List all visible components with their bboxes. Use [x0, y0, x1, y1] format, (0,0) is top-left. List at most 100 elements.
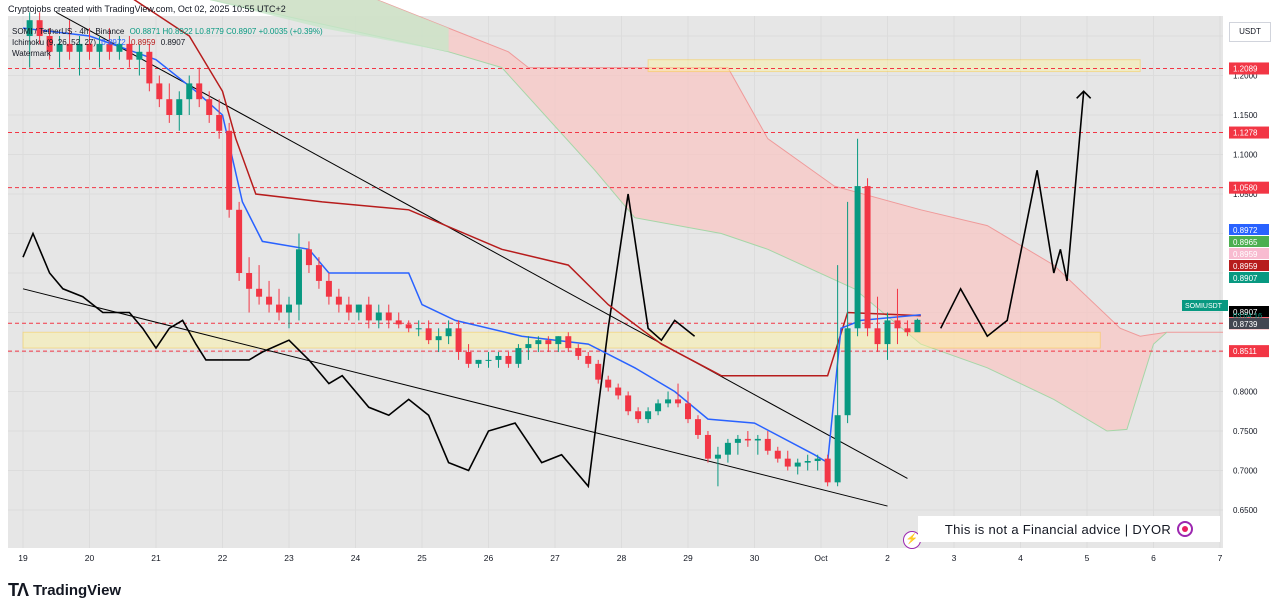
- candle-body: [864, 186, 871, 329]
- indicator-price-label: 0.8959: [1233, 262, 1258, 271]
- symbol-legend: SOMI / TetherUS · 4h · Binance O0.8871 H…: [12, 27, 326, 36]
- time-tick-label: 26: [484, 553, 494, 563]
- candle-body: [685, 403, 691, 420]
- candle-body: [754, 438, 761, 441]
- watermark-legend: Watermark: [12, 49, 51, 58]
- price-axis: 0.6500 0.7000 0.7500 0.8000 1.0500 1.1000 1.15…: [1182, 16, 1280, 548]
- candle-body: [325, 280, 332, 297]
- candle-body: [435, 336, 442, 341]
- candle-body: [455, 328, 462, 352]
- candle-body: [625, 395, 632, 412]
- level-price-tag: [1229, 181, 1269, 194]
- candle-body: [256, 288, 263, 297]
- level-price-tag: [1229, 126, 1269, 139]
- candle-body: [116, 43, 123, 52]
- indicator-price-tag: [1229, 248, 1269, 259]
- cloud-span-a: [376, 0, 1234, 337]
- candle-body: [874, 328, 881, 345]
- ticker-tag: [1182, 300, 1228, 311]
- candle-body: [734, 438, 741, 443]
- candle-body: [655, 403, 662, 412]
- time-tick-label: 4: [1018, 553, 1023, 563]
- projection-path: [939, 90, 1092, 338]
- indicator-price-label: 0.8907: [1233, 274, 1258, 283]
- candle-body: [665, 399, 672, 404]
- candle-body: [36, 20, 43, 36]
- time-tick-label: 29: [683, 553, 693, 563]
- tradingview-logo[interactable]: ТΛ TradingView: [8, 580, 121, 601]
- candles: [26, 12, 921, 487]
- candle-body: [106, 43, 113, 52]
- candle-body: [535, 340, 542, 345]
- candle-body: [675, 399, 682, 404]
- candle-body: [305, 249, 312, 266]
- lagging-span-line: [22, 193, 696, 489]
- price-tick-label: 1.1500: [1233, 111, 1258, 120]
- candle-body: [884, 320, 891, 345]
- indicator-price-tag: [1229, 272, 1269, 283]
- indicator-price-label: 0.8965: [1233, 238, 1258, 247]
- candle-body: [525, 344, 532, 349]
- time-tick-label: 5: [1085, 553, 1090, 563]
- candle-body: [246, 273, 253, 289]
- candle-body: [605, 379, 612, 388]
- indicator-price-tag: [1229, 224, 1269, 235]
- indicator-price-label: 0.8972: [1233, 226, 1258, 235]
- candle-body: [445, 328, 452, 337]
- projection-line: [939, 91, 1085, 338]
- candle-body: [694, 419, 701, 435]
- ichimoku-lines: [22, 0, 921, 489]
- symbol-line: SOMI / TetherUS · 4h · Binance: [12, 27, 125, 36]
- candle-body: [355, 304, 362, 313]
- time-axis-bg: [0, 548, 1280, 570]
- candle-body: [555, 336, 562, 345]
- candle-body: [854, 186, 861, 329]
- disclaimer-text: This is not a Financial advice | DYOR: [944, 521, 1172, 537]
- candle-body: [724, 442, 731, 455]
- candle-body: [176, 99, 183, 115]
- candle-body: [345, 304, 352, 313]
- ichimoku-legend: Ichimoku (9, 26, 52, 27) 0.8972 0.8959 0…: [12, 38, 188, 47]
- candle-body: [744, 438, 751, 441]
- indicator-price-label: 0.8739: [1233, 320, 1258, 329]
- candle-body: [206, 99, 213, 115]
- indicator-price-tag: [1229, 306, 1269, 317]
- level-price-tag: [1229, 345, 1269, 358]
- brand-name: TradingView: [33, 582, 122, 599]
- candle-body: [635, 411, 642, 420]
- candle-body: [395, 320, 402, 325]
- candle-body: [156, 83, 163, 100]
- candle-body: [196, 83, 203, 100]
- candle-body: [545, 340, 552, 345]
- candle-body: [266, 296, 273, 305]
- candle-body: [315, 265, 322, 281]
- level-price-label: 1.0580: [1233, 184, 1258, 193]
- price-tick-label: 1.0500: [1233, 190, 1258, 199]
- candle-body: [415, 328, 422, 330]
- candle-body: [904, 328, 911, 333]
- candle-body: [714, 454, 721, 459]
- target-icon: [1177, 521, 1194, 537]
- candle-body: [365, 304, 372, 321]
- ticker-label: SOMIUSDT: [1185, 303, 1223, 310]
- time-tick-label: 2: [885, 553, 890, 563]
- candle-body: [375, 312, 382, 321]
- candle-body: [425, 328, 432, 341]
- indicator-price-tag: [1229, 236, 1269, 247]
- candle-body: [804, 461, 811, 463]
- currency-selector[interactable]: USDT: [1229, 22, 1271, 42]
- candle-body: [914, 319, 921, 333]
- cloud-span-b: [209, 0, 1168, 432]
- support-zone: [647, 59, 1141, 73]
- indicator-price-tag: [1229, 318, 1269, 329]
- time-tick-label: 20: [85, 553, 95, 563]
- indicator-price-tag: [1229, 260, 1269, 271]
- candle-body: [704, 434, 711, 459]
- candle-body: [774, 450, 781, 459]
- time-tick-label: Oct: [814, 553, 828, 563]
- disclaimer-banner: This is not a Financial advice | DYOR: [918, 516, 1220, 542]
- candle-body: [126, 43, 133, 60]
- candle-body: [66, 43, 73, 52]
- candle-body: [615, 387, 622, 396]
